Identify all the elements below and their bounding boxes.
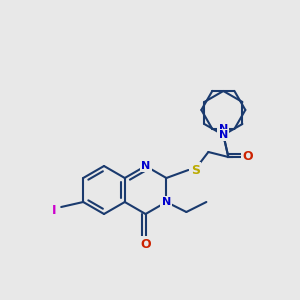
Text: N: N — [141, 161, 150, 171]
Text: O: O — [140, 238, 151, 250]
Text: N: N — [162, 197, 171, 207]
Text: I: I — [52, 203, 56, 217]
Text: S: S — [191, 164, 200, 176]
Text: N: N — [219, 124, 228, 134]
Text: N: N — [219, 130, 228, 140]
Text: O: O — [242, 151, 253, 164]
